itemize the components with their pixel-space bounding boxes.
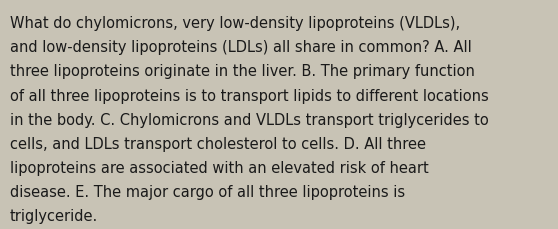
Text: triglyceride.: triglyceride.	[10, 208, 98, 223]
Text: disease. E. The major cargo of all three lipoproteins is: disease. E. The major cargo of all three…	[10, 184, 405, 199]
Text: lipoproteins are associated with an elevated risk of heart: lipoproteins are associated with an elev…	[10, 160, 429, 175]
Text: of all three lipoproteins is to transport lipids to different locations: of all three lipoproteins is to transpor…	[10, 88, 489, 103]
Text: What do chylomicrons, very low-density lipoproteins (VLDLs),: What do chylomicrons, very low-density l…	[10, 16, 460, 31]
Text: in the body. C. Chylomicrons and VLDLs transport triglycerides to: in the body. C. Chylomicrons and VLDLs t…	[10, 112, 489, 127]
Text: three lipoproteins originate in the liver. B. The primary function: three lipoproteins originate in the live…	[10, 64, 475, 79]
Text: cells, and LDLs transport cholesterol to cells. D. All three: cells, and LDLs transport cholesterol to…	[10, 136, 426, 151]
Text: and low-density lipoproteins (LDLs) all share in common? A. All: and low-density lipoproteins (LDLs) all …	[10, 40, 472, 55]
